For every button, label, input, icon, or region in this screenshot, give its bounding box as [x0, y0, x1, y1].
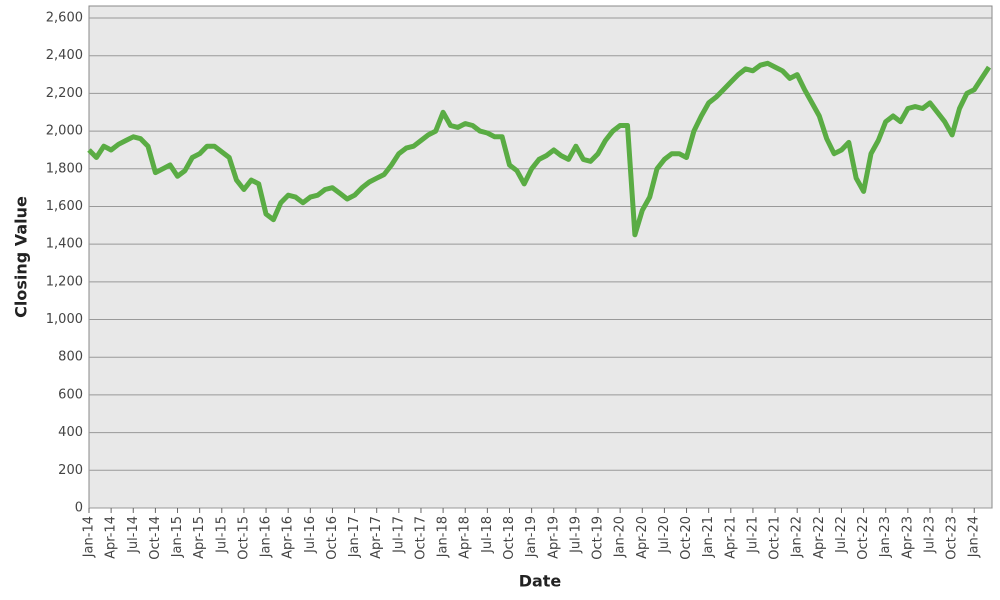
x-tick-label: Jan-17 — [347, 516, 362, 558]
y-tick-label: 2,600 — [46, 11, 83, 26]
x-tick-label: Jul-16 — [303, 516, 318, 554]
x-tick-label: Oct-18 — [502, 516, 517, 560]
x-tick-label: Oct-15 — [236, 516, 251, 560]
x-tick-label: Oct-23 — [945, 516, 960, 560]
y-tick-label: 600 — [58, 387, 83, 402]
y-tick-label: 2,400 — [46, 48, 83, 63]
x-tick-label: Jan-20 — [613, 516, 628, 558]
x-tick-label: Jan-23 — [878, 516, 893, 558]
x-tick-label: Oct-21 — [768, 516, 783, 560]
y-axis-title: Closing Value — [12, 196, 31, 318]
x-axis-title: Date — [519, 572, 562, 591]
x-tick-label: Jul-23 — [922, 516, 937, 554]
x-tick-label: Apr-15 — [192, 516, 207, 559]
x-tick-label: Jul-20 — [657, 516, 672, 554]
x-tick-label: Jan-21 — [701, 516, 716, 558]
x-tick-label: Apr-19 — [546, 516, 561, 559]
x-tick-label: Jan-24 — [967, 516, 982, 558]
x-tick-label: Oct-14 — [148, 516, 163, 560]
x-tick-label: Apr-14 — [104, 516, 119, 559]
x-tick-label: Jul-17 — [391, 516, 406, 554]
x-tick-label: Oct-17 — [413, 516, 428, 560]
y-tick-label: 1,000 — [46, 312, 83, 327]
x-tick-label: Jul-22 — [834, 516, 849, 554]
x-tick-label: Apr-23 — [900, 516, 915, 559]
x-tick-label: Apr-20 — [635, 516, 650, 559]
x-tick-label: Jul-18 — [480, 516, 495, 554]
x-tick-label: Jan-14 — [82, 516, 97, 558]
y-tick-label: 0 — [75, 501, 83, 516]
x-tick-label: Oct-20 — [679, 516, 694, 560]
y-tick-label: 2,000 — [46, 124, 83, 139]
y-tick-label: 1,200 — [46, 274, 83, 289]
x-tick-label: Jan-22 — [790, 516, 805, 558]
y-tick-label: 1,800 — [46, 161, 83, 176]
x-tick-label: Apr-22 — [812, 516, 827, 559]
y-tick-label: 1,600 — [46, 199, 83, 214]
x-tick-label: Jul-21 — [745, 516, 760, 554]
y-tick-label: 2,200 — [46, 86, 83, 101]
x-tick-label: Jul-19 — [568, 516, 583, 554]
x-tick-label: Jul-14 — [126, 516, 141, 554]
x-tick-label: Oct-16 — [325, 516, 340, 560]
y-tick-label: 1,400 — [46, 237, 83, 252]
x-tick-label: Apr-21 — [723, 516, 738, 559]
x-tick-label: Oct-19 — [591, 516, 606, 560]
data-line — [87, 60, 992, 238]
x-tick-label: Jan-16 — [259, 516, 274, 558]
x-tick-label: Apr-17 — [369, 516, 384, 559]
plot-area — [88, 5, 993, 509]
x-tick-label: Jan-19 — [524, 516, 539, 558]
x-tick-label: Apr-16 — [281, 516, 296, 559]
y-tick-label: 200 — [58, 463, 83, 478]
y-tick-label: 800 — [58, 350, 83, 365]
x-tick-label: Apr-18 — [458, 516, 473, 559]
x-tick-label: Jan-15 — [170, 516, 185, 558]
y-tick-label: 400 — [58, 425, 83, 440]
x-tick-label: Jul-15 — [214, 516, 229, 554]
x-tick-label: Oct-22 — [856, 516, 871, 560]
x-tick-label: Jan-18 — [436, 516, 451, 558]
